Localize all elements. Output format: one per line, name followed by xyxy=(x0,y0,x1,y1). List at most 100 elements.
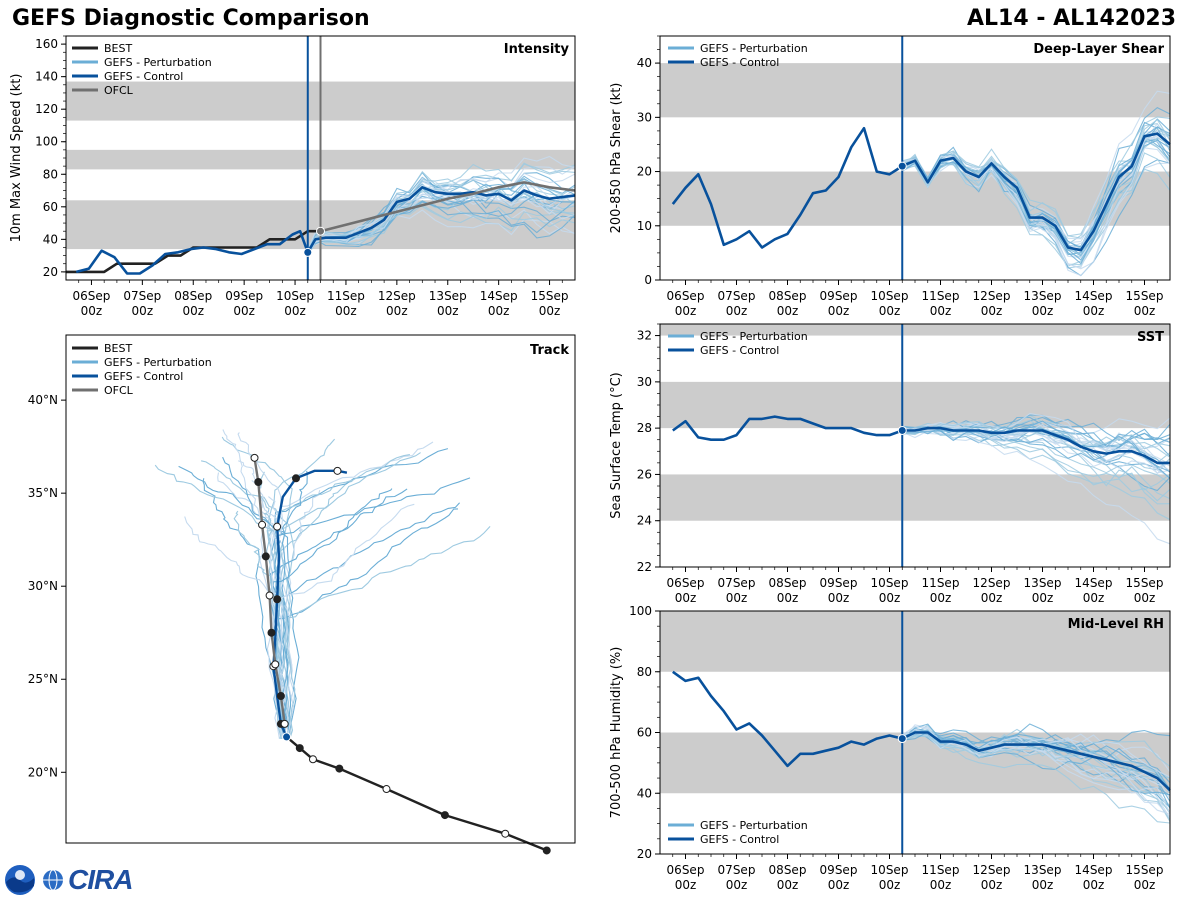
x-tick-hour: 00z xyxy=(726,591,748,605)
x-tick-date: 11Sep xyxy=(922,289,960,303)
control-init-marker xyxy=(897,161,907,171)
x-tick-date: 07Sep xyxy=(718,289,756,303)
threshold-band xyxy=(660,171,1170,226)
perturbation-line xyxy=(307,172,576,257)
control-track-point xyxy=(273,595,282,604)
sst-chart: 22242628303206Sep00z07Sep00z08Sep00z09Se… xyxy=(609,323,1171,605)
y-tick-label: 60 xyxy=(43,200,58,214)
x-tick-hour: 00z xyxy=(335,304,357,318)
perturbation-track xyxy=(282,502,461,739)
perturbation-track xyxy=(257,471,294,739)
perturbation-line xyxy=(902,116,1171,239)
x-tick-date: 14Sep xyxy=(1075,289,1113,303)
x-tick-hour: 00z xyxy=(1032,878,1054,892)
x-tick-date: 13Sep xyxy=(429,289,467,303)
x-tick-hour: 00z xyxy=(437,304,459,318)
y-tick-label: 30 xyxy=(637,375,652,389)
x-tick-hour: 00z xyxy=(675,304,697,318)
x-tick-date: 12Sep xyxy=(378,289,416,303)
y-tick-label: 20 xyxy=(637,847,652,861)
x-tick-hour: 00z xyxy=(981,304,1003,318)
track-init-marker xyxy=(282,732,292,742)
legend-label: BEST xyxy=(104,42,132,55)
y-tick-label: 60 xyxy=(637,726,652,740)
control-line xyxy=(672,415,1170,465)
ofcl-line xyxy=(320,181,576,233)
y-tick-label: 40 xyxy=(637,786,652,800)
legend-label: OFCL xyxy=(104,384,134,397)
rh-chart: 2040608010006Sep00z07Sep00z08Sep00z09Sep… xyxy=(609,604,1171,892)
perturbation-line xyxy=(902,729,1171,752)
x-tick-date: 15Sep xyxy=(531,289,569,303)
perturbation-track xyxy=(266,503,415,739)
x-tick-hour: 00z xyxy=(777,591,799,605)
x-tick-date: 15Sep xyxy=(1126,863,1164,877)
perturbation-line xyxy=(902,426,1171,461)
perturbation-line xyxy=(902,137,1171,250)
ofcl-track-point xyxy=(267,628,276,637)
best-track-point xyxy=(382,785,391,794)
perturbation-line xyxy=(307,183,576,252)
ofcl-track-point xyxy=(261,552,270,561)
y-axis-label: 200-850 hPa Shear (kt) xyxy=(609,83,624,234)
x-tick-date: 12Sep xyxy=(973,576,1011,590)
x-tick-date: 11Sep xyxy=(922,863,960,877)
threshold-band xyxy=(660,474,1170,521)
x-tick-date: 11Sep xyxy=(922,576,960,590)
perturbation-line xyxy=(307,172,576,255)
x-tick-date: 13Sep xyxy=(1024,576,1062,590)
storm-id: AL14 - AL142023 xyxy=(967,6,1176,31)
x-tick-hour: 00z xyxy=(981,591,1003,605)
y-tick-label: 40 xyxy=(637,56,652,70)
x-tick-date: 07Sep xyxy=(718,863,756,877)
perturbation-line xyxy=(902,139,1171,265)
x-tick-date: 11Sep xyxy=(327,289,365,303)
x-tick-date: 15Sep xyxy=(1126,576,1164,590)
perturbation-line xyxy=(902,734,1171,824)
ofcl-init-marker xyxy=(316,226,325,236)
x-tick-hour: 00z xyxy=(828,591,850,605)
x-tick-hour: 00z xyxy=(675,878,697,892)
y-tick-label: 30 xyxy=(637,110,652,124)
best-track-point xyxy=(335,764,344,773)
x-tick-hour: 00z xyxy=(386,304,408,318)
legend-label: OFCL xyxy=(104,84,134,97)
control-line xyxy=(75,186,576,275)
x-tick-hour: 00z xyxy=(726,878,748,892)
x-tick-date: 10Sep xyxy=(871,289,909,303)
x-tick-date: 14Sep xyxy=(1075,863,1113,877)
x-tick-date: 08Sep xyxy=(769,863,807,877)
x-tick-hour: 00z xyxy=(1083,304,1105,318)
x-tick-hour: 00z xyxy=(879,591,901,605)
x-tick-date: 06Sep xyxy=(667,863,705,877)
x-tick-hour: 00z xyxy=(879,878,901,892)
ofcl-track-point xyxy=(265,591,274,600)
y-tick-label: 100 xyxy=(629,604,652,618)
threshold-band xyxy=(660,611,1170,672)
logo-text: CIRA xyxy=(68,864,133,895)
lat-tick-label: 30°N xyxy=(28,579,58,593)
x-tick-date: 09Sep xyxy=(225,289,263,303)
x-tick-date: 13Sep xyxy=(1024,863,1062,877)
x-tick-hour: 00z xyxy=(879,304,901,318)
ofcl-track-point xyxy=(258,520,267,529)
perturbation-track xyxy=(286,526,491,739)
perturbation-track xyxy=(222,456,300,739)
best-track-point xyxy=(295,744,304,753)
intensity-chart: 2040608010012014016006Sep00z07Sep00z08Se… xyxy=(9,35,576,318)
x-tick-hour: 00z xyxy=(132,304,154,318)
legend-label: GEFS - Perturbation xyxy=(700,330,808,343)
threshold-band xyxy=(660,63,1170,118)
x-tick-hour: 00z xyxy=(930,304,952,318)
y-tick-label: 80 xyxy=(637,665,652,679)
lat-tick-label: 20°N xyxy=(28,765,58,779)
x-tick-hour: 00z xyxy=(284,304,306,318)
logo: CIRA xyxy=(4,862,133,898)
x-tick-date: 09Sep xyxy=(820,289,858,303)
x-tick-date: 14Sep xyxy=(1075,576,1113,590)
x-tick-hour: 00z xyxy=(930,878,952,892)
legend-label: GEFS - Perturbation xyxy=(104,356,212,369)
x-tick-date: 07Sep xyxy=(718,576,756,590)
perturbation-line xyxy=(307,162,576,251)
